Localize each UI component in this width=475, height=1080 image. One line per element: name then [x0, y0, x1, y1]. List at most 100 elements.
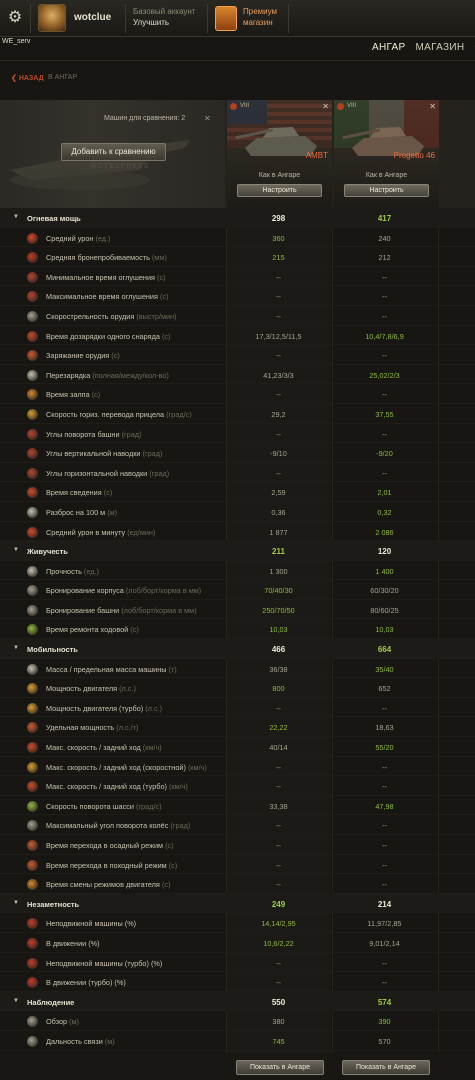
upgrade-link[interactable]: Улучшить: [133, 18, 170, 27]
close-icon[interactable]: ✕: [204, 114, 211, 123]
back-button[interactable]: ❮ НАЗАД: [11, 74, 44, 82]
value-tank-1: --: [276, 468, 281, 478]
stat-name: Время залпа: [46, 390, 90, 400]
close-icon[interactable]: ✕: [322, 102, 329, 111]
stat-label: Время залпа (с): [46, 390, 100, 399]
add-to-compare-button[interactable]: Добавить к сравнению: [61, 143, 166, 161]
stat-icon: [27, 761, 38, 773]
value-tank-1: 10,6/2,22: [263, 938, 294, 948]
stat-label: Бронирование башни (лоб/борт/корма в мм): [46, 606, 197, 615]
shop-label: магазин: [243, 18, 273, 27]
stat-icon: [27, 585, 38, 597]
table-row: Макс. скорость / задний ход (турбо) (км/…: [0, 776, 475, 796]
tank-location: Как в Ангаре: [365, 172, 408, 179]
stat-label: Скорость гориз. перевода прицела (град/с…: [46, 410, 192, 419]
section-row[interactable]: ▼ Наблюдение 550 574: [0, 991, 475, 1012]
value-tank-1: 800: [272, 684, 285, 694]
value-tank-1: 22,22: [269, 723, 288, 733]
table-row: Скорость гориз. перевода прицела (град/с…: [0, 404, 475, 424]
stat-icon: [27, 722, 38, 734]
collapse-arrow-icon[interactable]: ▼: [13, 645, 19, 652]
stat-unit: (с): [165, 841, 174, 850]
watermark: WOTEXPRESS: [90, 163, 150, 170]
section-row[interactable]: ▼ Живучесть 211 120: [0, 541, 475, 561]
stat-label: Бронирование корпуса (лоб/борт/корма в м…: [46, 586, 201, 595]
table-row: Углы горизонтальной наводки (град) -- --: [0, 463, 475, 483]
value-tank-1: 40/14: [269, 743, 288, 753]
collapse-arrow-icon[interactable]: ▼: [13, 997, 19, 1004]
stat-name: Время сведения: [46, 488, 102, 498]
stat-label: Разброс на 100 м (м): [46, 508, 117, 517]
username[interactable]: wotclue: [74, 12, 112, 23]
compare-count: Машин для сравнения: 2: [104, 115, 186, 122]
value-tank-1: --: [276, 429, 281, 439]
tab-hangar[interactable]: АНГАР: [372, 42, 406, 53]
value-tank-2: 80/60/25: [370, 605, 399, 615]
value-tank-1: 10,03: [269, 625, 288, 635]
stat-label: Максимальное время оглушения (с): [46, 292, 169, 301]
tank-name: Progetto 46: [393, 151, 435, 160]
stat-name: Дальность связи: [46, 1036, 103, 1046]
stat-name: Масса / предельная масса машины: [46, 664, 167, 674]
tank-tier: VIII: [240, 103, 250, 109]
premium-shop-link[interactable]: Премиум магазин: [243, 6, 277, 28]
gear-icon[interactable]: ⚙: [7, 9, 23, 26]
value-tank-2: 570: [378, 1036, 391, 1046]
stat-label: Максимальный угол поворота колёс (град): [46, 821, 190, 830]
stat-label: Время перехода в походный режим (с): [46, 861, 177, 870]
stat-label: Прочность (ед.): [46, 567, 99, 576]
stat-icon: [27, 369, 38, 381]
stat-icon: [27, 1035, 38, 1047]
section-label: Живучесть: [27, 547, 68, 557]
tank-name: AMBT: [305, 151, 328, 160]
stat-name: Перезарядка: [46, 370, 91, 380]
setup-button[interactable]: Настроить: [344, 184, 429, 197]
close-icon[interactable]: ✕: [429, 102, 436, 111]
stat-name: Неподвижной машины (турбо) (%): [46, 958, 163, 968]
value-tank-2: 47,98: [375, 801, 394, 811]
stat-label: Время смены режимов двигателя (с): [46, 880, 170, 889]
section-label: Наблюдение: [27, 997, 75, 1007]
stat-name: Бронирование башни: [46, 605, 120, 615]
table-row: Удельная мощность (л.с./т) 22,22 18,63: [0, 717, 475, 738]
stat-unit: (с): [130, 625, 139, 635]
main-nav: АНГАРМАГАЗИНС: [372, 42, 475, 53]
section-row[interactable]: ▼ Мобильность 466 664: [0, 639, 475, 659]
section-row[interactable]: ▼ Незаметность 249 214: [0, 893, 475, 914]
avatar[interactable]: [38, 4, 66, 32]
value-tank-1: 36/38: [269, 664, 288, 674]
table-row: Время дозарядки одного снаряда (с) 17,3/1…: [0, 326, 475, 346]
stat-unit: (град): [142, 449, 163, 459]
stat-label: Средний урон (ед.): [46, 234, 110, 243]
stat-unit: (с): [159, 292, 169, 302]
stat-name: Время ремонта ходовой: [46, 625, 129, 635]
collapse-arrow-icon[interactable]: ▼: [13, 899, 19, 906]
value-tank-1: --: [276, 841, 281, 850]
table-row: В движении (%) 10,6/2,22 9,01/2,14: [0, 933, 475, 953]
section-row[interactable]: ▼ Огневая мощь 298 417: [0, 208, 475, 228]
setup-button[interactable]: Настроить: [237, 184, 322, 197]
tab-shop[interactable]: МАГАЗИН: [415, 42, 465, 53]
show-in-hangar-button[interactable]: Показать в Ангаре: [342, 1060, 430, 1075]
value-tank-2: 2,01: [377, 488, 392, 498]
stat-unit: (с): [103, 488, 113, 498]
stat-label: Время перехода в осадный режим (с): [46, 841, 174, 850]
stat-label: Удельная мощность (л.с./т): [46, 723, 138, 732]
collapse-arrow-icon[interactable]: ▼: [13, 214, 19, 220]
stat-label: Мощность двигателя (турбо) (л.с.): [46, 704, 162, 713]
value-tank-1: 298: [271, 214, 286, 223]
collapse-arrow-icon[interactable]: ▼: [13, 547, 19, 554]
premium-shop-icon[interactable]: [215, 6, 237, 31]
stat-unit: (м): [107, 507, 118, 517]
stat-label: Макс. скорость / задний ход (турбо) (км/…: [46, 782, 188, 791]
stat-name: Удельная мощность: [46, 723, 115, 733]
breadcrumb: В АНГАР: [48, 74, 77, 81]
value-tank-2: -9/20: [376, 449, 393, 459]
show-in-hangar-button[interactable]: Показать в Ангаре: [236, 1060, 324, 1075]
stat-label: Заряжание орудия (с): [46, 351, 120, 360]
stat-label: В движении (турбо) (%): [46, 978, 126, 987]
value-tank-2: 10,03: [375, 625, 394, 635]
stat-unit: (л.с.): [145, 703, 163, 713]
stat-label: Мощность двигателя (л.с.): [46, 684, 136, 693]
stat-icon: [27, 448, 38, 460]
